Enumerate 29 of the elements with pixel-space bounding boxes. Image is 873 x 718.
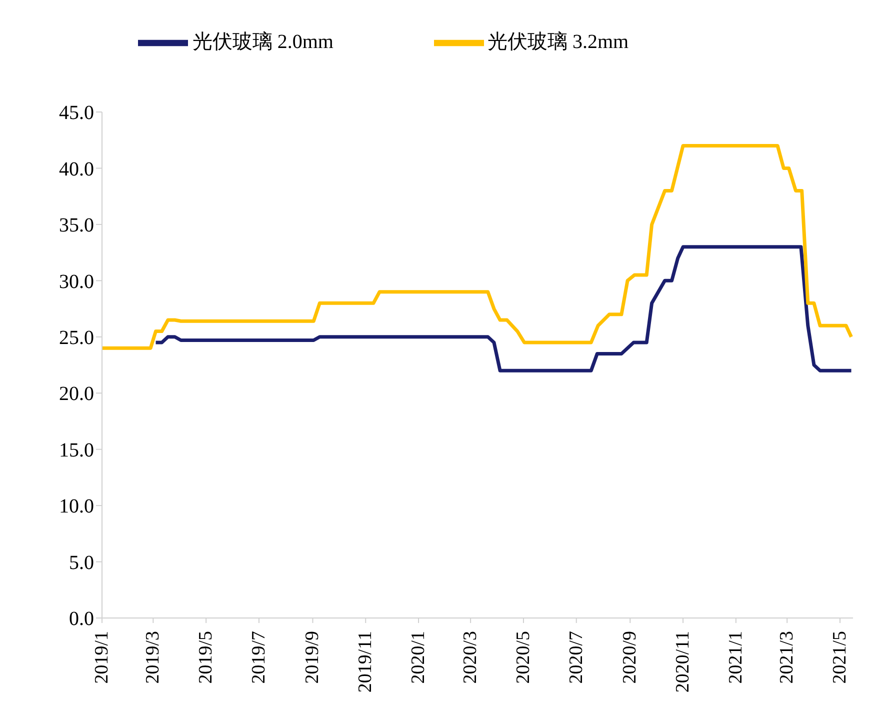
x-tick-label: 2019/3	[142, 631, 164, 684]
y-tick-label: 25.0	[59, 326, 94, 349]
y-tick-label: 30.0	[59, 270, 94, 293]
legend-label: 光伏玻璃 3.2mm	[488, 30, 629, 53]
x-tick-label: 2020/11	[672, 631, 694, 693]
y-tick-label: 45.0	[59, 102, 94, 124]
y-tick-label: 35.0	[59, 214, 94, 237]
x-tick-label: 2021/1	[725, 631, 746, 684]
x-tick-label: 2020/7	[566, 631, 587, 684]
x-tick-label: 2019/7	[248, 631, 270, 684]
x-tick-label: 2020/5	[512, 631, 534, 684]
x-tick-label: 2020/9	[620, 631, 641, 684]
x-tick-label: 2021/3	[776, 631, 798, 684]
y-tick-label: 5.0	[69, 552, 94, 574]
legend-label: 光伏玻璃 2.0mm	[192, 30, 334, 53]
y-tick-label: 40.0	[59, 158, 94, 180]
y-tick-label: 15.0	[59, 439, 94, 462]
x-tick-label: 2019/11	[355, 631, 376, 693]
y-tick-label: 10.0	[59, 496, 94, 518]
x-tick-label: 2019/1	[92, 631, 112, 684]
line-series	[102, 144, 853, 350]
x-tick-label: 2020/1	[408, 631, 430, 684]
y-tick-label: 20.0	[59, 383, 94, 406]
x-tick-label: 2019/9	[302, 631, 324, 684]
y-tick-label: 0.0	[69, 608, 94, 630]
x-tick-label: 2020/3	[460, 631, 482, 684]
x-tick-label: 2021/5	[829, 631, 850, 684]
x-tick-label: 2019/5	[196, 631, 217, 684]
line-series	[154, 245, 853, 372]
